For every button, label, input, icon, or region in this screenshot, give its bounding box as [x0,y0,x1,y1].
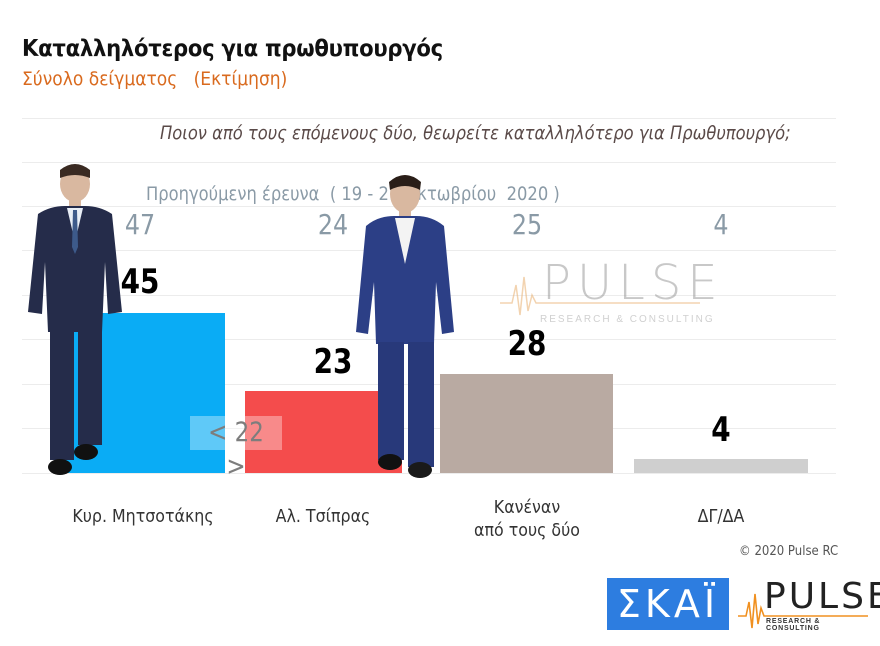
bar-value-tsipras: 23 [313,342,353,382]
previous-value-mitsotakis: 47 [124,208,156,241]
previous-value-dk: 4 [713,208,729,241]
mitsotakis-photo-icon [28,164,122,475]
chart-title: Καταλληλότερος για πρωθυπουργός [22,36,443,62]
pulse-watermark: PULSE RESEARCH & CONSULTING [500,255,720,330]
difference-value: < 22 > [208,417,264,482]
category-label-mitsotakis: Κυρ. Μητσοτάκης [55,505,231,528]
category-label-none: Κανέναν από τους δύο [439,496,615,542]
pulse-logo-wave-icon [738,593,868,629]
bar-value-mitsotakis: 45 [120,262,160,302]
bar-value-dk: 4 [711,410,731,450]
copyright: © 2020 Pulse RC [738,544,838,559]
category-label-line1: Κανέναν [493,497,561,518]
category-label-tsipras: Αλ. Τσίπρας [244,505,402,528]
category-label-text: Κυρ. Μητσοτάκης [72,506,214,527]
pulse-wave-icon [500,276,700,316]
previous-value-none: 25 [511,208,543,241]
difference-badge: < 22 > [190,416,282,482]
category-label-text: Αλ. Τσίπρας [275,506,371,527]
category-label-line2: από τους δύο [474,520,580,541]
previous-value-tsipras: 24 [317,208,349,241]
tsipras-photo-icon [356,175,454,478]
watermark-word: PULSE [542,255,724,311]
pulse-logo-word: PULSE [764,576,880,617]
gridline [22,118,836,119]
gridline [22,162,836,163]
watermark-sub: RESEARCH & CONSULTING [540,314,715,325]
bar-value-none: 28 [507,324,547,364]
chart-subtitle: Σύνολο δείγματος (Εκτίμηση) [22,68,288,90]
category-label-text: ΔΓ/ΔΑ [697,506,745,527]
category-label-dk: ΔΓ/ΔΑ [633,505,809,528]
bar-tsipras [245,391,402,473]
pulse-logo-sub: RESEARCH & CONSULTING [766,618,821,632]
bar-dk [634,459,808,473]
skai-logo: ΣΚΑΪ [607,578,729,630]
bar-none [440,374,613,473]
gridline [22,206,836,207]
pulse-logo: PULSE RESEARCH & CONSULTING [738,576,880,634]
survey-question: Ποιον από τους επόμενους δύο, θεωρείτε κ… [160,122,791,144]
